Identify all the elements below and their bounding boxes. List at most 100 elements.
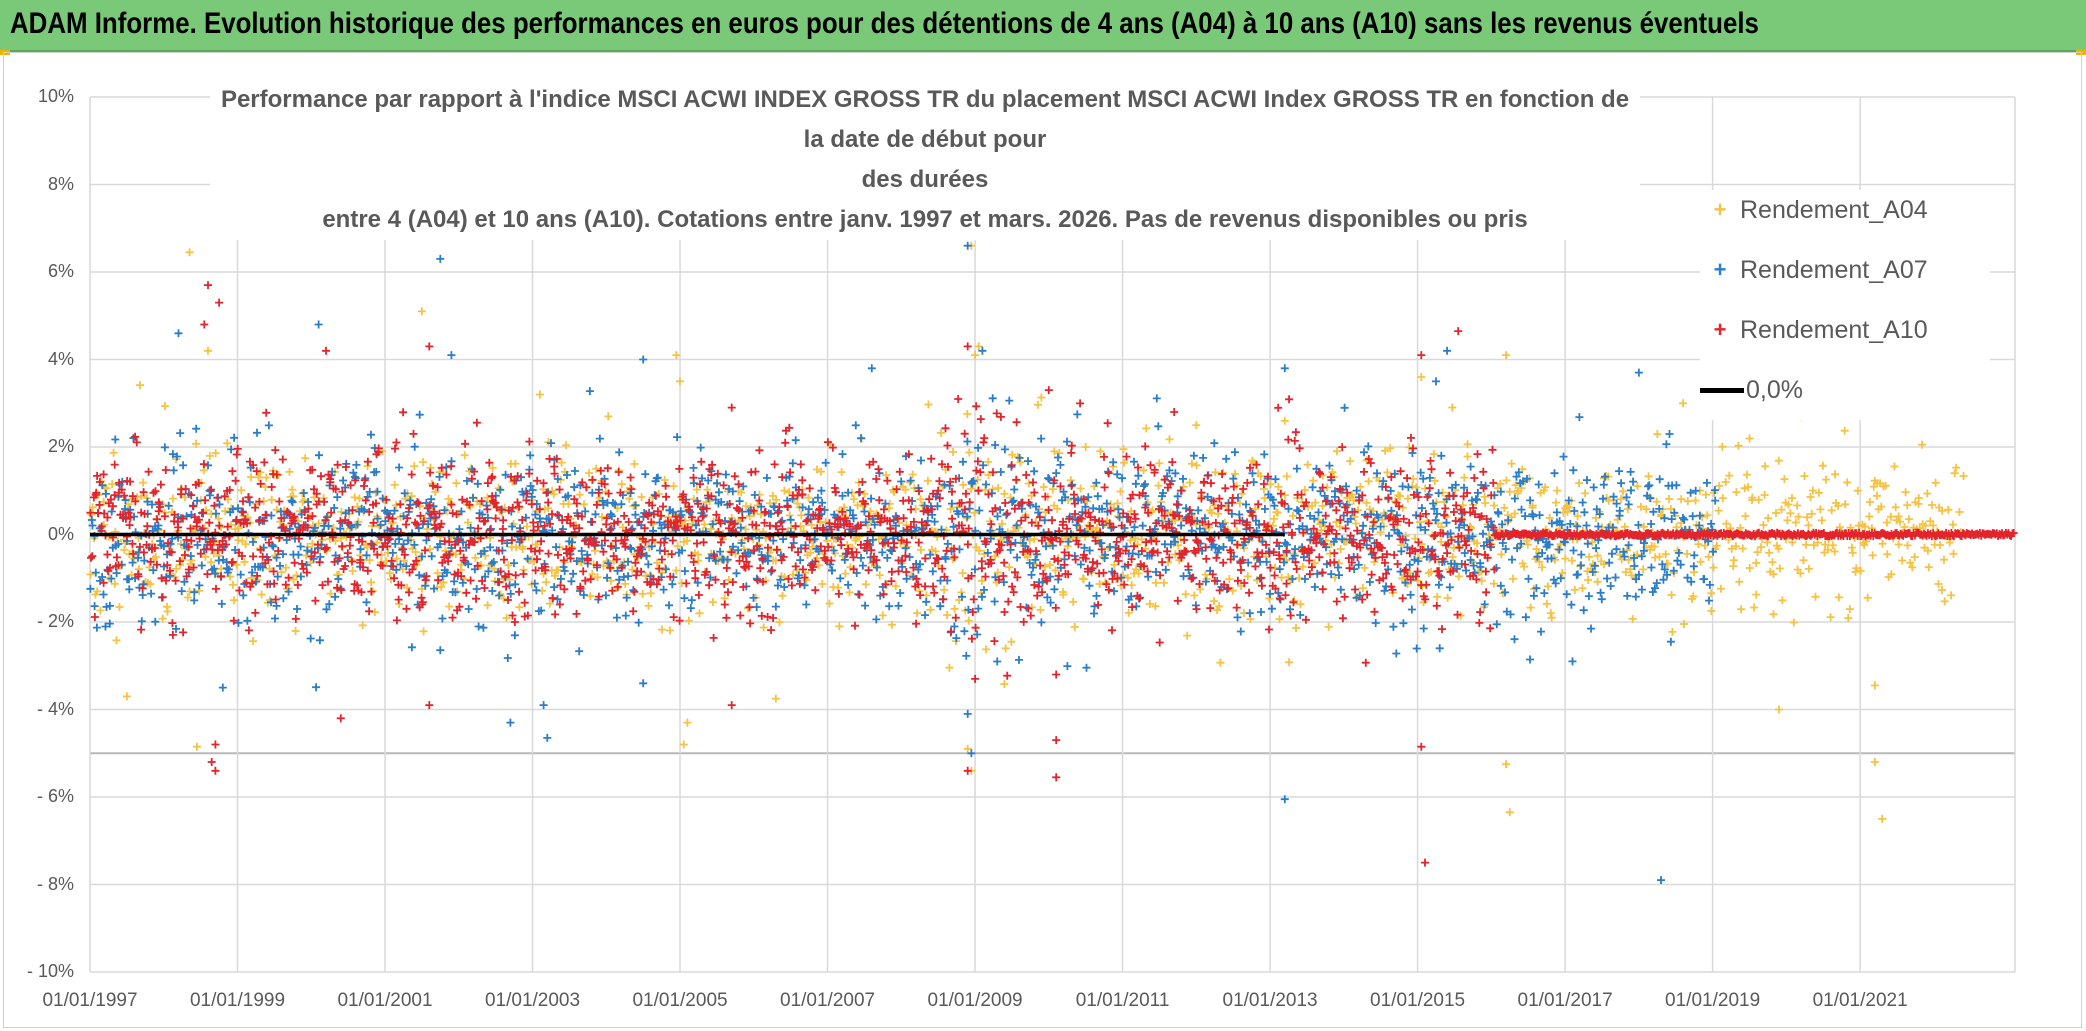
point-rendement-a07 — [271, 614, 279, 623]
point-rendement-a04 — [365, 556, 374, 565]
point-rendement-a10 — [1330, 558, 1339, 567]
point-rendement-a10 — [360, 476, 369, 485]
point-rendement-a07 — [1480, 600, 1489, 609]
point-rendement-a04 — [1517, 484, 1526, 493]
point-rendement-a10 — [1321, 511, 1330, 520]
point-rendement-a10 — [632, 552, 641, 561]
point-rendement-a04 — [841, 569, 850, 578]
point-rendement-a04 — [741, 525, 750, 534]
point-rendement-a10 — [1316, 469, 1324, 478]
point-rendement-a10 — [87, 553, 95, 562]
point-rendement-a10 — [1194, 544, 1203, 553]
point-rendement-a10 — [324, 470, 333, 479]
point-rendement-a10 — [510, 476, 519, 485]
point-rendement-a04 — [706, 525, 715, 533]
point-rendement-a07 — [1634, 521, 1643, 529]
point-rendement-a04 — [367, 578, 376, 587]
point-rendement-a10 — [1224, 506, 1233, 515]
point-rendement-a07 — [458, 578, 467, 587]
point-rendement-a10 — [447, 462, 456, 471]
point-rendement-a07 — [763, 556, 772, 565]
point-rendement-a10 — [1423, 493, 1432, 501]
point-rendement-a10 — [1008, 582, 1017, 591]
point-rendement-a10 — [550, 462, 559, 471]
point-rendement-a07 — [1092, 591, 1101, 600]
point-rendement-a10 — [977, 564, 986, 573]
point-rendement-a10 — [613, 517, 622, 526]
point-rendement-a10 — [1024, 604, 1033, 613]
point-rendement-a04 — [353, 502, 362, 511]
point-rendement-a07 — [1521, 512, 1530, 521]
point-rendement-a10 — [938, 460, 946, 469]
point-rendement-a10 — [444, 557, 453, 566]
point-rendement-a04 — [241, 540, 250, 549]
point-rendement-a10 — [430, 507, 439, 516]
point-rendement-a04 — [1831, 470, 1840, 479]
point-rendement-a10 — [610, 519, 619, 528]
point-rendement-a07 — [622, 593, 631, 602]
point-rendement-a07 — [881, 499, 890, 508]
point-rendement-a10 — [525, 469, 534, 478]
point-rendement-a07 — [570, 483, 579, 492]
point-rendement-a10 — [668, 536, 677, 545]
point-rendement-a07 — [940, 480, 949, 489]
point-rendement-a10 — [1438, 555, 1447, 563]
point-rendement-a07 — [1612, 499, 1621, 508]
point-rendement-a10 — [938, 564, 947, 573]
point-rendement-a04 — [1904, 515, 1913, 524]
point-rendement-a07 — [239, 591, 248, 600]
point-rendement-a07 — [928, 567, 937, 576]
point-rendement-a07 — [457, 507, 466, 516]
point-rendement-a10 — [694, 499, 702, 508]
point-rendement-a10 — [1113, 574, 1122, 583]
point-rendement-a04 — [1775, 564, 1784, 573]
point-rendement-a07 — [1410, 555, 1419, 564]
point-rendement-a10 — [1059, 517, 1067, 526]
point-rendement-a04 — [604, 412, 613, 421]
point-rendement-a04 — [240, 558, 249, 566]
point-rendement-a04 — [1926, 517, 1935, 526]
point-rendement-a10 — [872, 556, 881, 565]
point-rendement-a04 — [1165, 435, 1174, 444]
point-rendement-a07 — [391, 539, 400, 548]
point-rendement-a07 — [1266, 589, 1274, 598]
point-rendement-a07 — [172, 624, 180, 633]
point-rendement-a04 — [460, 451, 469, 460]
point-rendement-a04 — [1950, 469, 1959, 478]
point-rendement-a07 — [105, 601, 114, 610]
point-rendement-a07 — [415, 410, 424, 419]
point-rendement-a10 — [162, 576, 170, 585]
point-rendement-a07 — [1584, 592, 1593, 601]
point-rendement-a07 — [285, 524, 294, 533]
point-rendement-a07 — [921, 611, 929, 620]
point-rendement-a04 — [1898, 556, 1907, 565]
point-rendement-a10 — [554, 550, 562, 559]
point-rendement-a04 — [1853, 486, 1862, 495]
point-rendement-a07 — [983, 548, 992, 557]
point-rendement-a10 — [676, 516, 685, 525]
point-rendement-a04 — [163, 607, 172, 616]
point-rendement-a10 — [126, 477, 135, 486]
point-rendement-a10 — [898, 556, 907, 565]
point-rendement-a10 — [1027, 518, 1036, 527]
point-rendement-a10 — [667, 550, 676, 559]
point-rendement-a04 — [1703, 511, 1712, 520]
point-rendement-a10 — [1085, 522, 1094, 530]
point-rendement-a10 — [1158, 558, 1167, 567]
point-rendement-a04 — [1571, 521, 1580, 529]
point-rendement-a10 — [559, 556, 568, 565]
point-rendement-a07 — [101, 622, 110, 631]
point-rendement-a10 — [445, 538, 454, 546]
point-rendement-a04 — [963, 744, 972, 753]
point-rendement-a10 — [388, 514, 397, 523]
point-rendement-a10 — [1279, 523, 1288, 532]
point-rendement-a10 — [916, 591, 925, 600]
point-rendement-a10 — [163, 561, 172, 570]
point-rendement-a10 — [921, 554, 930, 563]
point-rendement-a10 — [607, 542, 615, 551]
point-rendement-a04 — [1370, 557, 1379, 566]
point-rendement-a10 — [271, 595, 280, 604]
point-rendement-a07 — [1310, 583, 1319, 591]
point-rendement-a10 — [907, 505, 915, 514]
point-rendement-a10 — [1353, 526, 1362, 535]
